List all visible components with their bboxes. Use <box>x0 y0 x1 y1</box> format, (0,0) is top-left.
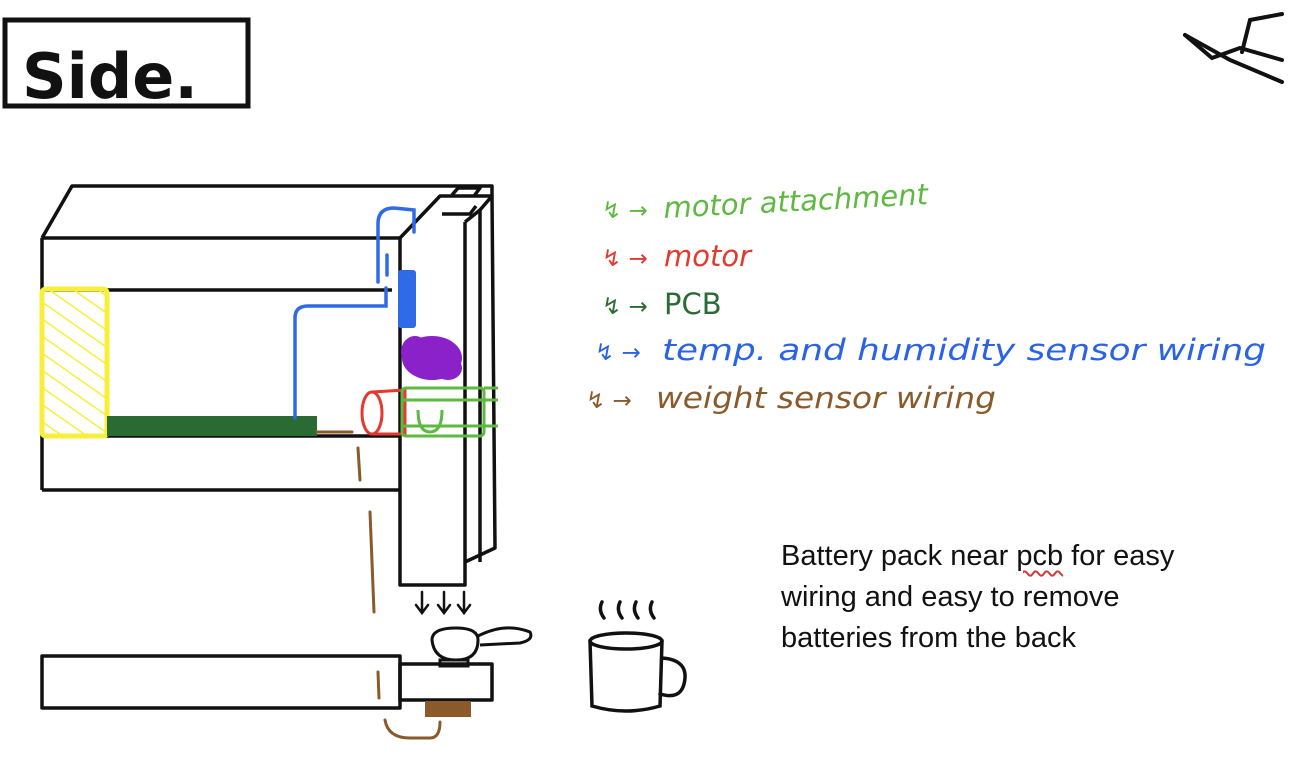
title-box: Side. <box>2 17 251 113</box>
drip-arrows <box>414 590 472 616</box>
battery-note: Battery pack near pcb for easy wiring an… <box>781 536 1281 659</box>
weight-sensor-wiring <box>315 430 442 740</box>
legend-item-pcb: ↯ → PCB <box>602 287 722 321</box>
svg-text:↯ →: ↯ → <box>602 246 648 272</box>
note-text: for easy <box>1063 540 1175 572</box>
legend-label: weight sensor wiring <box>656 381 996 415</box>
note-line-3: batteries from the back <box>781 622 1076 654</box>
legend-label: temp. and humidity sensor wiring <box>662 333 1266 367</box>
svg-text:↯ →: ↯ → <box>586 388 632 414</box>
pcb-board <box>107 416 317 436</box>
legend-item-motor: ↯ → motor <box>602 239 753 273</box>
temp-humidity-sensor <box>398 270 416 328</box>
coffee-mug <box>588 600 687 713</box>
note-line-2: wiring and easy to remove <box>781 581 1120 613</box>
legend-item-temp-humidity: ↯ → temp. and humidity sensor wiring <box>595 333 1266 367</box>
battery-pack <box>39 286 110 439</box>
machine-body <box>40 184 497 710</box>
legend-label: motor <box>664 239 753 273</box>
legend-label: motor attachment <box>663 177 931 225</box>
weight-sensor-pad <box>425 701 471 717</box>
svg-text:↯ →: ↯ → <box>602 198 648 224</box>
note-text: Battery pack near <box>781 540 1017 572</box>
motor <box>360 388 407 436</box>
note-line-1: Battery pack near pcb for easy <box>781 536 1281 577</box>
svg-text:↯ →: ↯ → <box>602 294 648 320</box>
portafilter <box>430 626 533 668</box>
title-text: Side. <box>22 40 198 113</box>
legend: ↯ → motor attachment ↯ → motor ↯ → PCB ↯… <box>586 177 1266 415</box>
legend-item-weight-sensor: ↯ → weight sensor wiring <box>586 381 996 415</box>
legend-label: PCB <box>664 287 722 321</box>
motor-attachment <box>400 386 498 438</box>
legend-item-motor-attachment: ↯ → motor attachment <box>602 177 930 225</box>
note-misspelled-word: pcb <box>1016 540 1064 572</box>
corner-sketch <box>1183 12 1284 84</box>
temp-humidity-wiring <box>293 206 416 420</box>
svg-text:↯ →: ↯ → <box>595 340 641 366</box>
humidity-sensor <box>401 336 462 380</box>
